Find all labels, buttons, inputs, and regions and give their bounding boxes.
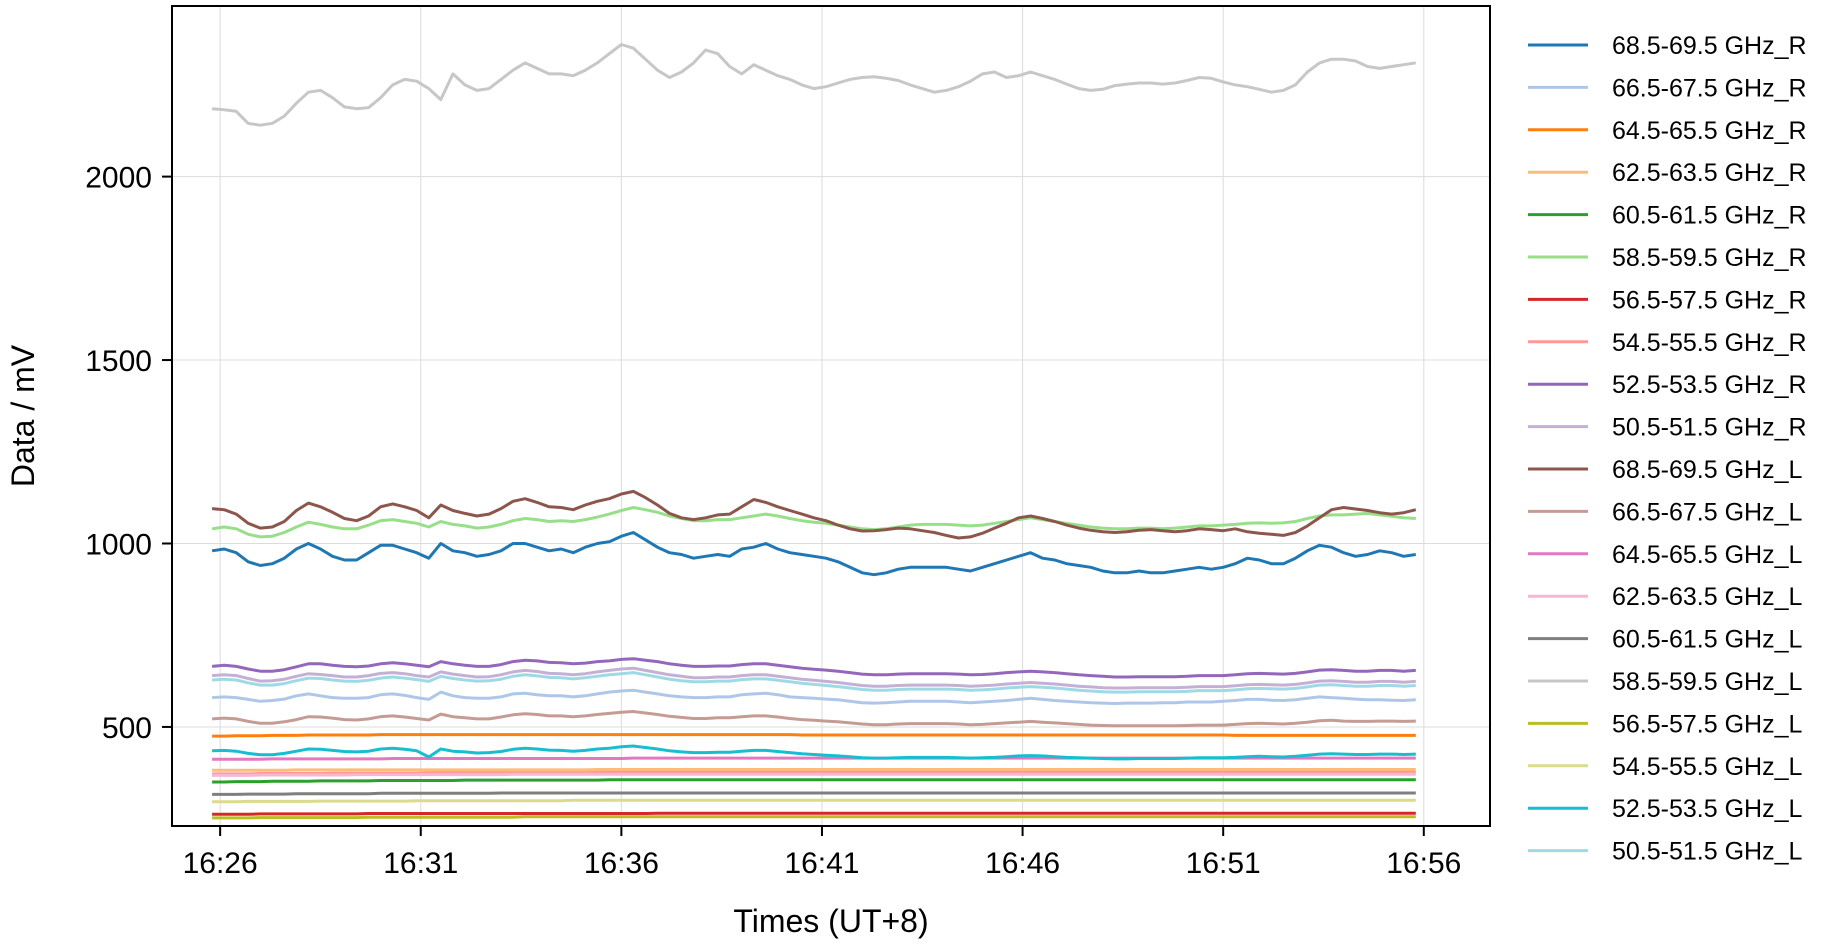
legend-label: 66.5-67.5 GHz_L [1612, 498, 1802, 526]
y-axis-label: Data / mV [5, 344, 41, 487]
y-tick-label: 1000 [85, 528, 152, 561]
legend-label: 62.5-63.5 GHz_L [1612, 583, 1802, 611]
series-line-3 [212, 768, 1416, 772]
series-line-14 [212, 791, 1416, 796]
x-tick-label: 16:41 [784, 847, 859, 880]
legend-label: 62.5-63.5 GHz_R [1612, 159, 1807, 187]
x-tick-label: 16:31 [383, 847, 458, 880]
legend-label: 56.5-57.5 GHz_R [1612, 286, 1807, 314]
series-line-4 [212, 778, 1416, 784]
legend-label: 60.5-61.5 GHz_R [1612, 202, 1807, 230]
legend-label: 64.5-65.5 GHz_L [1612, 541, 1802, 569]
legend-label: 50.5-51.5 GHz_L [1612, 838, 1802, 866]
series-line-8 [211, 657, 1416, 679]
legend-label: 52.5-53.5 GHz_L [1612, 795, 1802, 823]
x-tick-label: 16:26 [183, 847, 258, 880]
x-axis: 16:26 16:31 16:36 16:41 16:46 16:51 16:56 [183, 826, 1461, 880]
series-line-15 [211, 43, 1417, 127]
series-line-19 [212, 671, 1416, 694]
series-line-11 [212, 710, 1416, 728]
y-tick-label: 1500 [85, 345, 152, 378]
x-tick-label: 16:36 [584, 847, 659, 880]
legend-label: 66.5-67.5 GHz_R [1612, 74, 1807, 102]
legend-label: 60.5-61.5 GHz_L [1612, 626, 1802, 654]
x-tick-label: 16:56 [1386, 847, 1461, 880]
legend-label: 52.5-53.5 GHz_R [1612, 371, 1807, 399]
legend-label: 54.5-55.5 GHz_L [1612, 753, 1802, 781]
legend-label: 58.5-59.5 GHz_L [1612, 668, 1802, 696]
series-line-6 [212, 811, 1416, 816]
y-tick-label: 500 [102, 712, 152, 745]
x-tick-label: 16:51 [1186, 847, 1261, 880]
legend-label: 64.5-65.5 GHz_R [1612, 117, 1807, 145]
series-line-0 [211, 531, 1417, 577]
plot-lines [211, 43, 1417, 820]
legend-label: 68.5-69.5 GHz_L [1612, 456, 1802, 484]
plot-frame [171, 5, 1491, 827]
series-line-16 [212, 815, 1416, 820]
series-line-9 [212, 666, 1416, 690]
series-line-5 [211, 506, 1416, 539]
x-tick-label: 16:46 [985, 847, 1060, 880]
x-axis-label: Times (UT+8) [733, 903, 928, 939]
legend-label: 54.5-55.5 GHz_R [1612, 329, 1807, 357]
series-line-2 [212, 733, 1416, 738]
series-line-10 [211, 489, 1417, 540]
legend-label: 56.5-57.5 GHz_L [1612, 710, 1802, 738]
y-axis: 500 1000 1500 2000 [85, 162, 172, 745]
series-line-13 [212, 772, 1416, 777]
gridlines [172, 6, 1490, 826]
legend-label: 50.5-51.5 GHz_R [1612, 414, 1807, 442]
legend-label: 58.5-59.5 GHz_R [1612, 244, 1807, 272]
series-line-18 [212, 744, 1416, 761]
legend: 68.5-69.5 GHz_R 66.5-67.5 GHz_R 64.5-65.5 … [1528, 32, 1807, 866]
series-line-1 [212, 688, 1416, 705]
y-tick-label: 2000 [85, 162, 152, 195]
legend-label: 68.5-69.5 GHz_R [1612, 32, 1807, 60]
series-line-17 [212, 798, 1416, 804]
